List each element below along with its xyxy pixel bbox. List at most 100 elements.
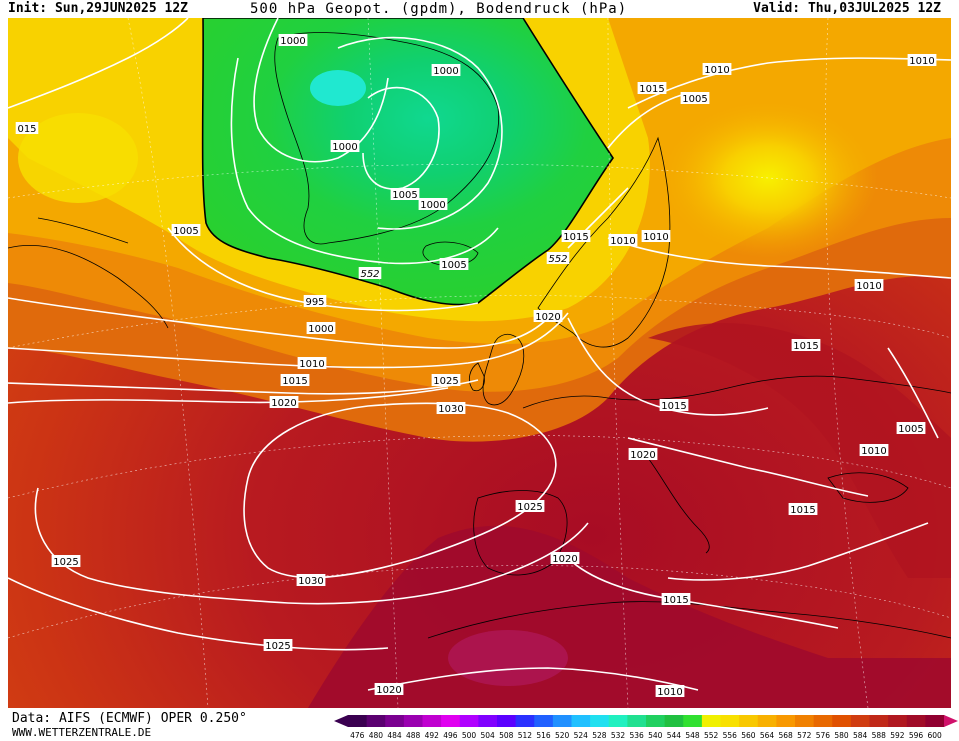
legend-tick: 572: [797, 731, 812, 740]
header-bar: Init: Sun,29JUN2025 12Z 500 hPa Geopot. …: [0, 0, 959, 18]
legend-bar: 476 480 484 488 492 496 500 504 508 512 516 520 524 5…: [334, 715, 958, 740]
legend-swatch: [497, 715, 517, 727]
isobar-label-box: [859, 444, 889, 456]
isobar-label: 995: [305, 297, 324, 308]
legend-swatch: [720, 715, 740, 727]
isobar-label-box: [431, 374, 461, 386]
footer-bar: Data: AIFS (ECMWF) OPER 0.250° WWW.WETTE…: [0, 710, 959, 741]
legend-tick: 488: [406, 731, 421, 740]
legend-swatch: [869, 715, 889, 727]
legend-swatch: [664, 715, 684, 727]
legend-tick: 524: [574, 731, 589, 740]
legend-arrow-left: [334, 715, 348, 727]
isobar-label: 1015: [563, 232, 588, 243]
isobar-label: 1005: [173, 226, 198, 237]
legend-swatch: [422, 715, 442, 727]
isobar-label: 1005: [682, 94, 707, 105]
weather-map[interactable]: 1000 1000 1000 1005 1000 1005 1005 995 1000 1010 1…: [8, 18, 951, 708]
height-label: 552: [548, 254, 567, 265]
legend-swatch: [739, 715, 759, 727]
color-legend: 476 480 484 488 492 496 500 504 508 512 516 520 524 5…: [334, 713, 959, 741]
hot-core-east: [648, 323, 951, 578]
hot-core-africa: [448, 630, 568, 686]
init-time: Init: Sun,29JUN2025 12Z: [8, 1, 189, 16]
isobar-label: 1025: [433, 376, 458, 387]
isobar-label: 1010: [861, 446, 886, 457]
isobar-label: 1010: [643, 232, 668, 243]
isobar-label-box: [431, 64, 461, 76]
isobar-label: 1005: [898, 424, 923, 435]
legend-swatch: [813, 715, 833, 727]
legend-tick: 528: [592, 731, 607, 740]
legend-swatch: [683, 715, 703, 727]
legend-swatch: [776, 715, 796, 727]
isobar-label-box: [171, 224, 201, 236]
legend-tick: 536: [630, 731, 645, 740]
legend-swatch: [534, 715, 554, 727]
isobar-label: 1010: [856, 281, 881, 292]
legend-tick: 496: [443, 731, 458, 740]
isobar-label: 1000: [433, 66, 458, 77]
isobar-label-box: [278, 34, 308, 46]
isobar-labels: 1000100010001005100010051005995100010101…: [15, 34, 937, 698]
isobar-label: 1000: [420, 200, 445, 211]
isobar-label: 1015: [663, 595, 688, 606]
isobar-label-box: [896, 422, 926, 434]
isobar-label-box: [303, 295, 327, 307]
legend-swatch: [906, 715, 926, 727]
isobar-label-box: [280, 374, 310, 386]
map-title: 500 hPa Geopot. (gpdm), Bodendruck (hPa): [250, 1, 628, 17]
isobar-label: 1025: [53, 557, 78, 568]
legend-tick: 508: [499, 731, 514, 740]
legend-tick: 592: [890, 731, 905, 740]
isobars: [8, 18, 951, 691]
isobar-label-box: [269, 396, 299, 408]
legend-swatch: [757, 715, 777, 727]
isobar-label-box: [15, 122, 39, 134]
isobar-label-box: [533, 310, 563, 322]
height-label-box: [358, 267, 382, 279]
isobar-label: 1015: [790, 505, 815, 516]
legend-swatch: [590, 715, 610, 727]
yellow-blob-west: [18, 113, 138, 203]
legend-tick: 548: [685, 731, 700, 740]
isobar-label-box: [680, 92, 710, 104]
legend-swatch: [552, 715, 572, 727]
legend-swatch: [888, 715, 908, 727]
isobar-label: 1020: [552, 554, 577, 565]
legend-tick: 532: [611, 731, 626, 740]
legend-tick: 520: [555, 731, 570, 740]
legend-tick: 576: [816, 731, 831, 740]
isobar-label-box: [306, 322, 336, 334]
isobar-label-box: [561, 230, 591, 242]
isobar-label-box: [659, 399, 689, 411]
isobar-label: 1000: [308, 324, 333, 335]
isobar-label-box: [390, 188, 420, 200]
isobar-label: 1030: [438, 404, 463, 415]
isobar-label: 1010: [610, 236, 635, 247]
isobar-label: 1020: [535, 312, 560, 323]
legend-tick: 584: [853, 731, 868, 740]
isobar-label-box: [296, 574, 326, 586]
isobar-label-box: [297, 357, 327, 369]
legend-tick: 552: [704, 731, 719, 740]
legend-swatch: [925, 715, 945, 727]
isobar-label-box: [330, 140, 360, 152]
isobar-label: 1015: [793, 341, 818, 352]
isobar-label: 1020: [376, 685, 401, 696]
isobar-label-box: [791, 339, 821, 351]
website-credit[interactable]: WWW.WETTERZENTRALE.DE: [12, 726, 152, 739]
isobar-label-box: [51, 555, 81, 567]
isobar-label-box: [702, 63, 732, 75]
legend-swatch: [701, 715, 721, 727]
legend-swatch: [608, 715, 628, 727]
legend-swatch: [478, 715, 498, 727]
legend-tick: 580: [834, 731, 849, 740]
isobar-label: 1025: [517, 502, 542, 513]
legend-tick: 484: [387, 731, 402, 740]
legend-swatch: [627, 715, 647, 727]
isobar-label: 1010: [704, 65, 729, 76]
height-label: 552: [360, 269, 379, 280]
isobar-label-box: [641, 230, 671, 242]
legend-swatch: [348, 715, 368, 727]
